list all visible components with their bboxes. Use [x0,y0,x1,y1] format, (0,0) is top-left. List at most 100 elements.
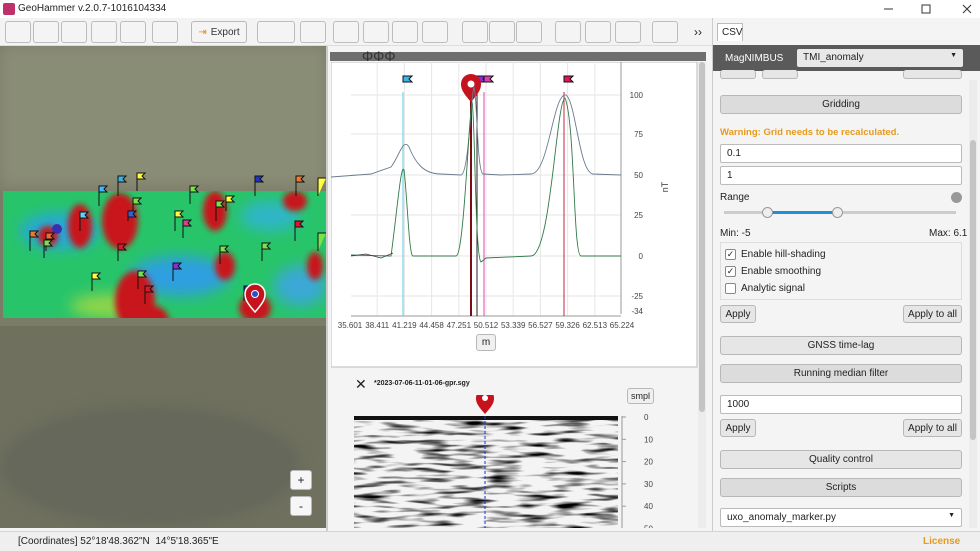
cell-size-input[interactable]: 0.1 [720,144,962,163]
toolbar: ⇥ Export ›› [0,18,712,46]
side-scrollbar[interactable] [969,80,977,528]
zoom-in[interactable]: + [290,470,312,490]
save-as-button[interactable] [392,21,418,43]
save-button[interactable] [363,21,389,43]
warning-text: Warning: Grid needs to be recalculated. [720,127,900,138]
window-input[interactable]: 1000 [720,395,962,414]
flag-button[interactable] [462,21,488,43]
fit-button[interactable] [585,21,611,43]
gpr-tick-label: 0 [644,413,649,422]
median-button[interactable]: Running median filter [720,364,962,383]
settings-button[interactable] [5,21,31,43]
reset-range[interactable] [951,192,962,203]
gpr-radargram: 0 10 20 30 40 50 [354,395,653,529]
range-min-thumb[interactable] [762,207,773,218]
x-tick-label: 50.512 [474,321,499,330]
overflow-chevron[interactable]: ›› [694,25,702,39]
gpr-tick-label: 10 [644,435,653,444]
y-tick-label: 25 [634,211,643,220]
split-button[interactable] [91,21,117,43]
blanking-input[interactable]: 1 [720,166,962,185]
window-title: GeoHammer v.2.0.7-1016104334 [18,3,167,14]
light-button[interactable] [300,21,326,43]
cut-button[interactable] [61,21,87,43]
x-tick-label: 44.458 [419,321,444,330]
close-gpr[interactable]: ✕ [355,376,367,392]
range-max-thumb[interactable] [832,207,843,218]
map-layer-button[interactable] [257,21,295,43]
ruler-button[interactable] [152,21,178,43]
screenshot-button[interactable] [422,21,448,43]
apply-all-button[interactable]: Apply to all [903,305,962,323]
export-button[interactable]: ⇥ Export [191,21,247,43]
x-tick-label: 47.251 [447,321,472,330]
y-tick-label: 75 [634,130,643,139]
x-tick-label: 38.411 [365,321,389,330]
back-button[interactable] [555,21,581,43]
gpr-tick-label: 20 [644,458,653,467]
zoom-button[interactable] [652,21,678,43]
undo-button[interactable] [120,21,146,43]
gpr-unit-button[interactable]: smpl [627,388,654,404]
export-label: Export [210,26,240,38]
window-controls[interactable] [880,0,980,18]
y-tick-label: -34 [631,307,643,316]
gpr-tick-label: 50 [644,525,653,529]
script-value: uxo_anomaly_marker.py [727,512,836,523]
tab-csv[interactable]: CSV [717,23,743,41]
coordinates: [Coordinates] 52°18'48.362"N 14°5'18.365… [18,536,219,547]
range-min: Min: -5 [720,228,751,239]
gridding-button[interactable]: Gridding [720,95,962,114]
range-max: Max: 6.1 [929,228,968,239]
y-tick-label: 50 [634,171,643,180]
map-view [0,46,326,528]
analytic-label: Analytic signal [741,283,805,294]
y-tick-label: -25 [631,292,643,301]
gpr-tick-label: 30 [644,480,653,489]
x-tick-label: 59.326 [555,321,580,330]
delete-button[interactable] [489,21,515,43]
scroll-handles[interactable]: ΦΦΦ [362,48,396,64]
hillshade-label: Enable hill-shading [741,249,826,260]
analytic-checkbox[interactable] [725,283,736,294]
middle-scrollbar[interactable] [698,62,706,528]
cut-button-b[interactable] [762,70,798,79]
range-label: Range [720,192,750,203]
y-tick-label: 100 [630,91,644,100]
y-tick-label: 0 [639,252,644,261]
apply-all-button-2[interactable]: Apply to all [903,419,962,437]
zoom-out[interactable]: - [290,496,312,516]
script-select[interactable]: uxo_anomaly_marker.py ▼ [720,508,962,527]
unit-button[interactable]: m [476,334,496,351]
title-bar: GeoHammer v.2.0.7-1016104334 [0,0,980,18]
x-tick-label: 41.219 [392,321,417,330]
x-tick-label: 53.339 [501,321,526,330]
options-box [720,242,962,300]
y-axis-label: nT [660,181,670,192]
apply-button-2[interactable]: Apply [720,419,756,437]
layer-value: TMI_anomaly [803,52,864,63]
apply-button[interactable]: Apply [720,305,756,323]
quality-button[interactable]: Quality control [720,450,962,469]
open-button[interactable] [333,21,359,43]
hillshade-checkbox[interactable]: ✓ [725,249,736,260]
x-tick-label: 65.224 [610,321,635,330]
x-tick-label: 62.513 [583,321,608,330]
select-button[interactable] [33,21,59,43]
source-label: MagNIMBUS [725,53,784,64]
delete-all-button[interactable] [516,21,542,43]
gnss-button[interactable]: GNSS time-lag [720,336,962,355]
gpr-tick-label: 40 [644,502,653,511]
smoothing-checkbox[interactable]: ✓ [725,266,736,277]
status-bar: [Coordinates] 52°18'48.362"N 14°5'18.365… [0,531,980,551]
profile-scrollbar[interactable] [330,52,706,61]
cut-button-c[interactable] [903,70,962,79]
scripts-button[interactable]: Scripts [720,478,962,497]
layer-select[interactable]: TMI_anomaly ▼ [797,49,963,67]
forward-button[interactable] [615,21,641,43]
x-tick-label: 56.527 [528,321,553,330]
smoothing-label: Enable smoothing [741,266,822,277]
license-link[interactable]: License [923,536,961,547]
cut-button-a[interactable] [720,70,756,79]
